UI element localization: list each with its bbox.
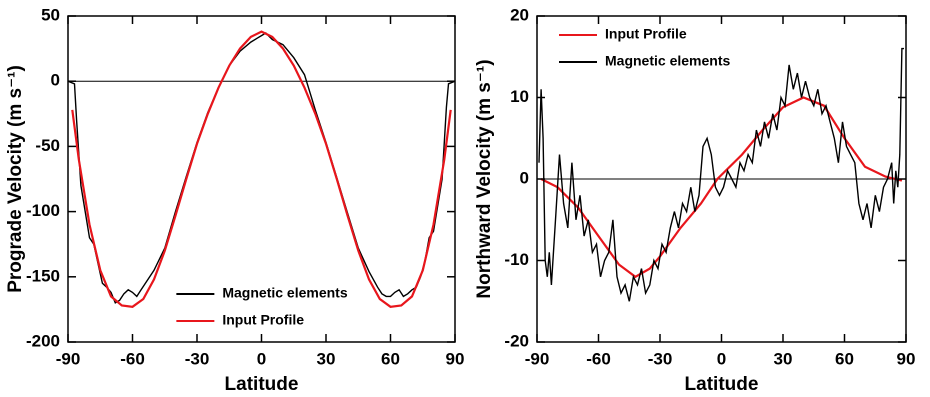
legend-label: Magnetic elements xyxy=(222,285,347,301)
data-line xyxy=(538,47,904,302)
x-tick-label: -60 xyxy=(120,349,145,368)
y-tick-label: 0 xyxy=(520,168,529,187)
x-tick-label: -60 xyxy=(586,349,611,368)
legend-label: Input Profile xyxy=(605,26,687,42)
data-line xyxy=(540,96,903,279)
legend-label: Magnetic elements xyxy=(605,53,730,69)
y-tick-label: 50 xyxy=(41,5,60,24)
x-axis-label: Latitude xyxy=(225,374,299,395)
data-line xyxy=(71,30,452,308)
x-tick-label: -30 xyxy=(185,349,210,368)
y-tick-label: -150 xyxy=(26,266,60,285)
y-axis-label: Northward Velocity (m s⁻¹) xyxy=(474,59,495,298)
y-tick-label: 20 xyxy=(510,5,529,24)
x-tick-label: 90 xyxy=(446,349,465,368)
y-axis-label: Prograde Velocity (m s⁻¹) xyxy=(5,65,26,293)
y-tick-label: -200 xyxy=(26,331,60,350)
y-tick-label: -20 xyxy=(504,331,529,350)
x-tick-label: 0 xyxy=(717,349,726,368)
x-axis-label: Latitude xyxy=(685,374,759,395)
legend-label: Input Profile xyxy=(222,312,304,328)
x-tick-label: -90 xyxy=(525,349,550,368)
x-tick-label: -90 xyxy=(56,349,81,368)
x-tick-label: -30 xyxy=(648,349,673,368)
y-tick-label: 10 xyxy=(510,87,529,106)
y-tick-label: -50 xyxy=(35,136,60,155)
x-tick-label: 90 xyxy=(897,349,916,368)
x-tick-label: 30 xyxy=(774,349,793,368)
y-tick-label: -100 xyxy=(26,201,60,220)
y-tick-label: -10 xyxy=(504,250,529,269)
y-tick-label: 0 xyxy=(51,71,60,90)
x-tick-label: 60 xyxy=(835,349,854,368)
x-tick-label: 60 xyxy=(381,349,400,368)
x-tick-label: 30 xyxy=(317,349,336,368)
data-line xyxy=(67,32,456,304)
x-tick-label: 0 xyxy=(257,349,266,368)
